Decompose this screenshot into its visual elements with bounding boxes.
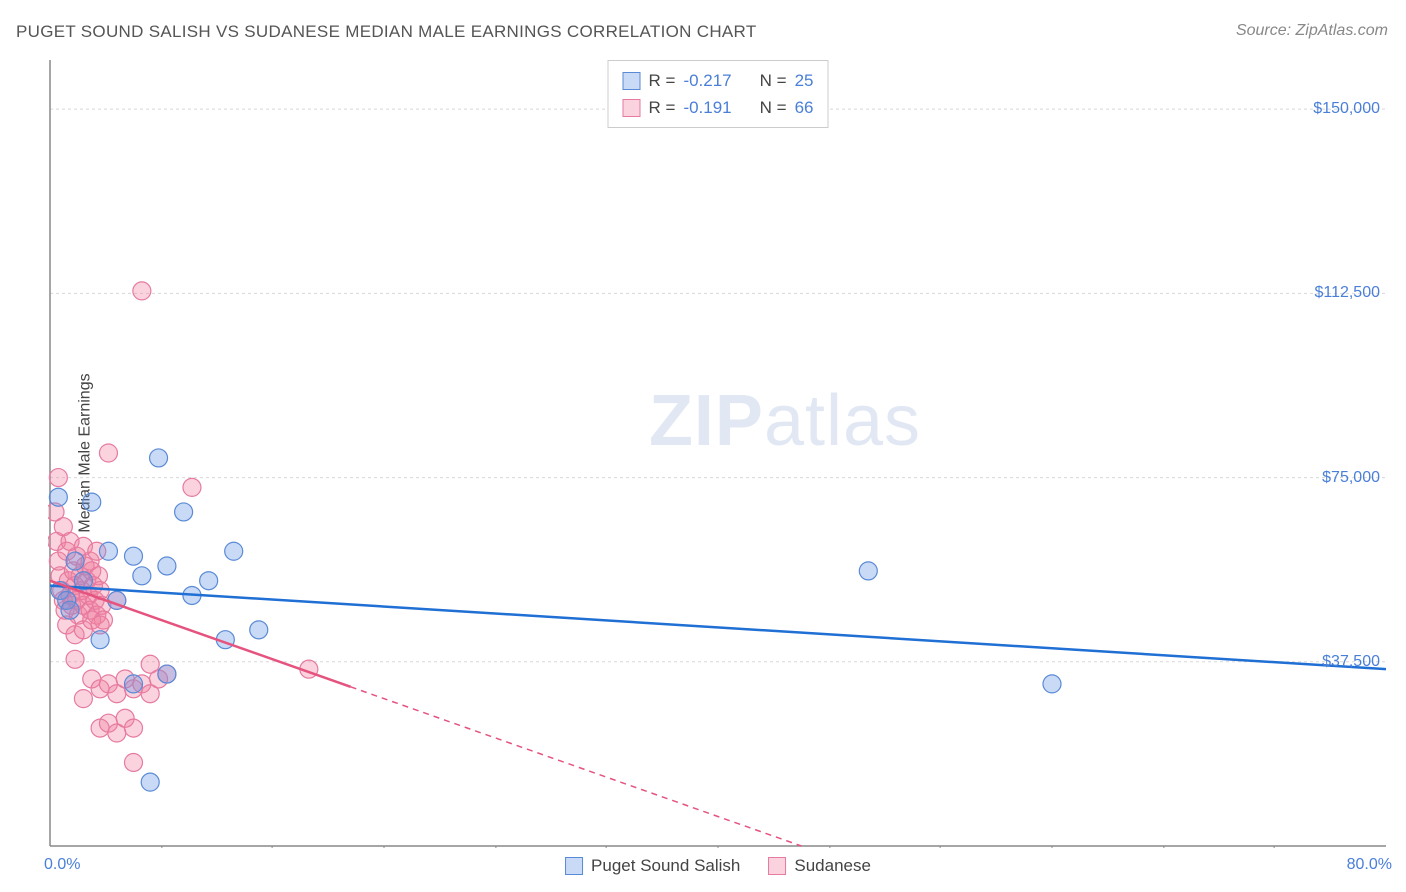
x-axis-max-label: 80.0% — [1347, 856, 1392, 874]
series-legend: Puget Sound Salish Sudanese — [565, 856, 871, 876]
series-legend-item: Sudanese — [768, 856, 871, 876]
y-tick-label: $150,000 — [1313, 100, 1380, 118]
n-value: 66 — [795, 94, 814, 121]
r-value: -0.217 — [683, 67, 731, 94]
legend-swatch — [565, 857, 583, 875]
scatter-plot — [48, 58, 1388, 848]
correlation-legend-row: R = -0.191 N = 66 — [623, 94, 814, 121]
correlation-legend-row: R = -0.217 N = 25 — [623, 67, 814, 94]
r-value: -0.191 — [683, 94, 731, 121]
n-value: 25 — [795, 67, 814, 94]
chart-container: Median Male Earnings ZIPatlas R = -0.217… — [48, 58, 1388, 848]
legend-swatch — [623, 99, 641, 117]
y-tick-label: $112,500 — [1314, 284, 1380, 302]
n-label: N = — [760, 67, 787, 94]
correlation-legend: R = -0.217 N = 25 R = -0.191 N = 66 — [608, 60, 829, 128]
r-label: R = — [649, 67, 676, 94]
r-label: R = — [649, 94, 676, 121]
source-attribution: Source: ZipAtlas.com — [1236, 22, 1388, 40]
legend-swatch — [768, 857, 786, 875]
series-legend-item: Puget Sound Salish — [565, 856, 740, 876]
series-name: Sudanese — [794, 856, 871, 876]
y-tick-label: $37,500 — [1322, 653, 1380, 671]
x-axis-min-label: 0.0% — [44, 856, 80, 874]
chart-title: PUGET SOUND SALISH VS SUDANESE MEDIAN MA… — [16, 22, 757, 42]
legend-swatch — [623, 72, 641, 90]
series-name: Puget Sound Salish — [591, 856, 740, 876]
y-tick-label: $75,000 — [1322, 469, 1380, 487]
n-label: N = — [760, 94, 787, 121]
